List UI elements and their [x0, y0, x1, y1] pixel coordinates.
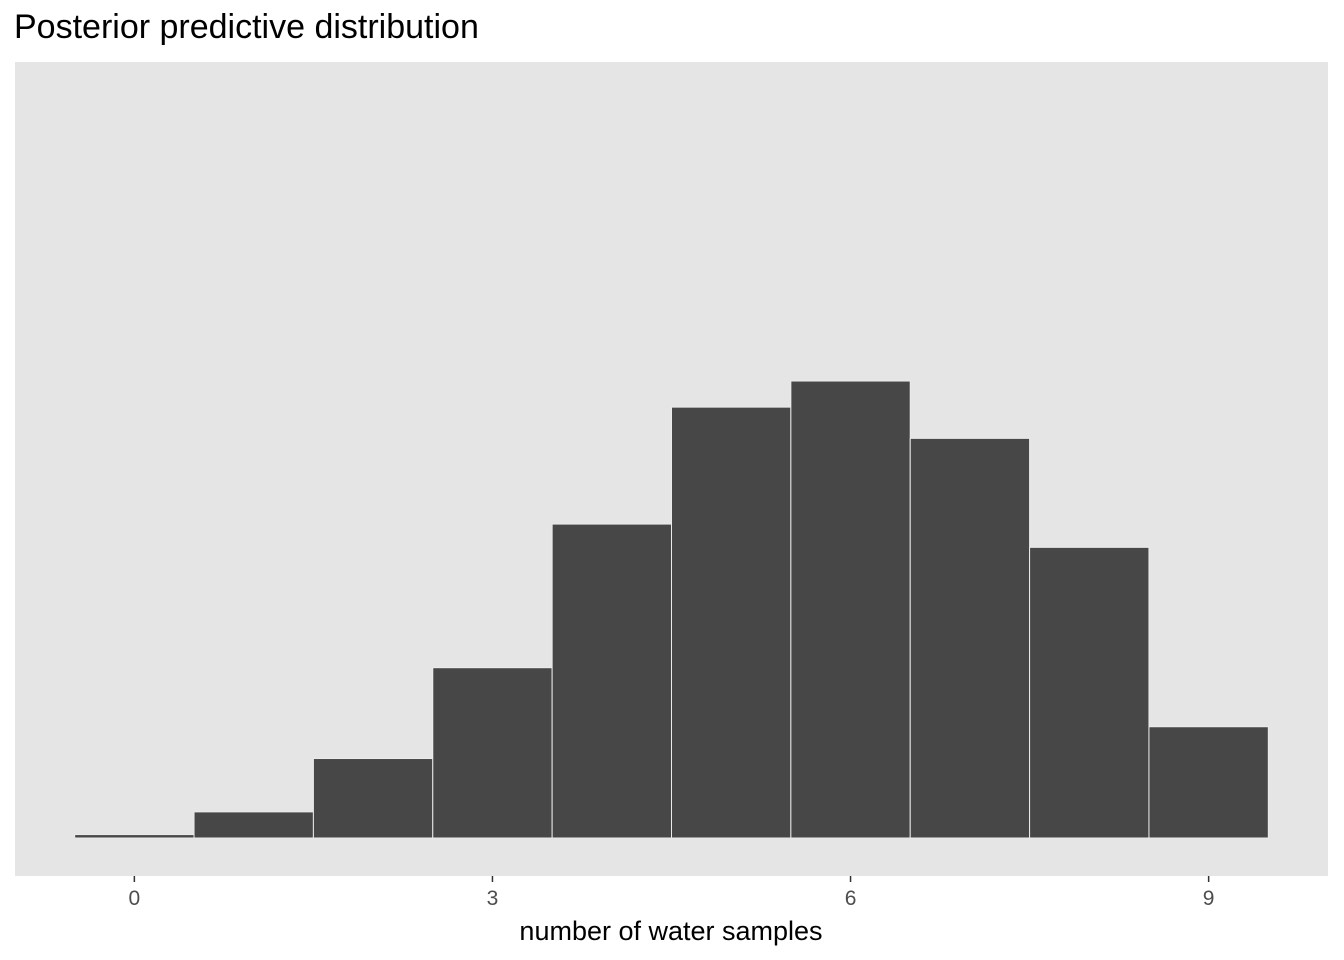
x-tick-label-0: 0	[129, 887, 141, 910]
histogram-bar-5	[671, 406, 792, 839]
x-axis-title: number of water samples	[519, 916, 822, 946]
x-tick-label-3: 3	[487, 887, 499, 910]
x-tick-label-9: 9	[1203, 887, 1215, 910]
histogram-bar-4	[551, 523, 672, 839]
histogram-bar-1	[193, 811, 314, 839]
x-axis: 0 3 6 9	[129, 876, 1215, 910]
chart-title: Posterior predictive distribution	[14, 8, 479, 46]
histogram-bar-7	[909, 437, 1031, 839]
histogram-bar-0	[74, 834, 195, 839]
histogram-bar-9	[1148, 726, 1269, 839]
histogram-bar-3	[432, 667, 553, 839]
histogram-bar-6	[790, 380, 911, 839]
x-tick-label-6: 6	[845, 887, 857, 910]
bars-group	[74, 380, 1269, 839]
histogram-bar-8	[1029, 546, 1150, 839]
histogram-bar-2	[312, 758, 434, 839]
